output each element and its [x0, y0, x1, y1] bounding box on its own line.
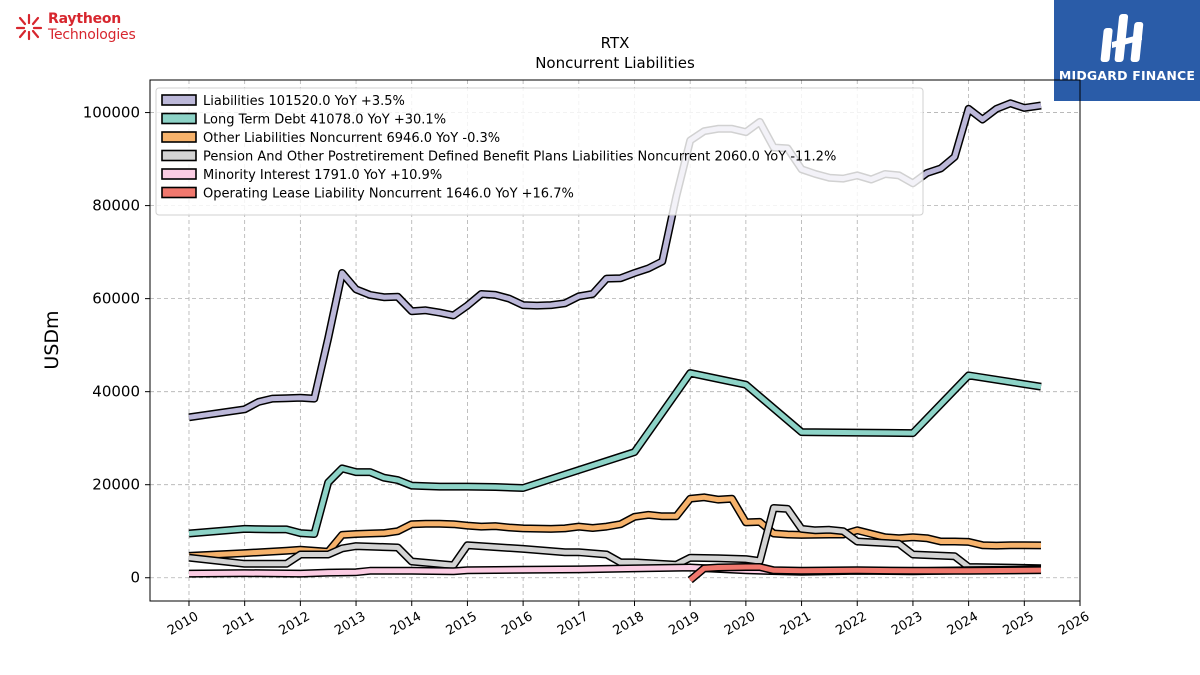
series-line-fill — [688, 564, 1042, 583]
legend-swatch — [161, 168, 197, 180]
legend: Liabilities 101520.0 YoY +3.5% Long Term … — [155, 87, 924, 216]
series-line — [188, 369, 1042, 538]
y-tick-label: 40000 — [92, 383, 140, 401]
logo-left-line2: Technologies — [48, 27, 136, 43]
legend-swatch — [161, 94, 197, 106]
x-tick-label: 2026 — [1056, 609, 1092, 639]
raytheon-logo: Raytheon Technologies — [14, 10, 154, 46]
series-line — [687, 563, 1042, 584]
x-tick-label: 2016 — [499, 609, 535, 639]
legend-swatch — [161, 131, 197, 143]
x-tick-label: 2025 — [1000, 609, 1036, 639]
x-tick-label: 2017 — [555, 609, 591, 639]
series-line — [188, 504, 1042, 573]
x-tick-label: 2021 — [778, 609, 814, 639]
legend-entry: Operating Lease Liability Noncurrent 164… — [203, 187, 574, 202]
legend-entry: Pension And Other Postretirement Defined… — [203, 150, 836, 165]
x-tick-label: 2010 — [165, 609, 201, 639]
logo-right-brand: MIDGARD FINANCE — [1058, 68, 1196, 83]
legend-swatch — [161, 149, 197, 162]
y-tick-label: 20000 — [92, 476, 140, 494]
x-tick-label: 2018 — [611, 609, 647, 639]
midgard-monogram-icon — [1100, 14, 1144, 62]
legend-entry: Liabilities 101520.0 YoY +3.5% — [203, 94, 405, 109]
series-line-fill — [188, 370, 1042, 537]
series-line-fill — [188, 494, 1042, 559]
chart-subtitle: Noncurrent Liabilities — [535, 54, 695, 72]
x-tick-label: 2019 — [666, 609, 702, 639]
x-tick-label: 2015 — [444, 609, 480, 639]
x-tick-label: 2023 — [889, 609, 925, 639]
x-tick-label: 2024 — [945, 609, 981, 639]
y-tick-label: 100000 — [83, 104, 140, 122]
x-tick-label: 2011 — [221, 609, 257, 639]
x-tick-label: 2020 — [722, 609, 758, 639]
x-tick-label: 2013 — [332, 609, 368, 639]
legend-entry: Minority Interest 1791.0 YoY +10.9% — [203, 168, 442, 183]
y-axis: 0 20000 40000 60000 80000 100000 — [83, 104, 150, 587]
y-tick-label: 80000 — [92, 197, 140, 215]
x-tick-label: 2014 — [388, 609, 424, 639]
legend-swatch — [161, 112, 197, 125]
x-tick-label: 2022 — [833, 609, 869, 639]
x-axis: 2010 2011 2012 2013 2014 2015 2016 2017 2018 2019… — [165, 601, 1092, 639]
series-line — [188, 493, 1042, 560]
legend-box — [155, 87, 924, 216]
series-line-fill — [188, 505, 1042, 571]
legend-entry: Other Liabilities Noncurrent 6946.0 YoY … — [203, 131, 500, 146]
x-tick-label: 2012 — [277, 609, 313, 639]
legend-entry: Long Term Debt 41078.0 YoY +30.1% — [203, 113, 446, 128]
y-axis-label: USDm — [41, 310, 63, 369]
raytheon-burst-icon — [15, 13, 43, 41]
series-lines — [188, 99, 1042, 584]
logo-left-line1: Raytheon — [48, 11, 122, 27]
plot-frame — [149, 79, 1081, 602]
chart-title: RTX — [601, 34, 630, 52]
legend-swatch — [161, 186, 197, 199]
y-tick-label: 0 — [130, 569, 140, 587]
y-tick-label: 60000 — [92, 290, 140, 308]
midgard-finance-logo: MIDGARD FINANCE — [1054, 0, 1200, 101]
